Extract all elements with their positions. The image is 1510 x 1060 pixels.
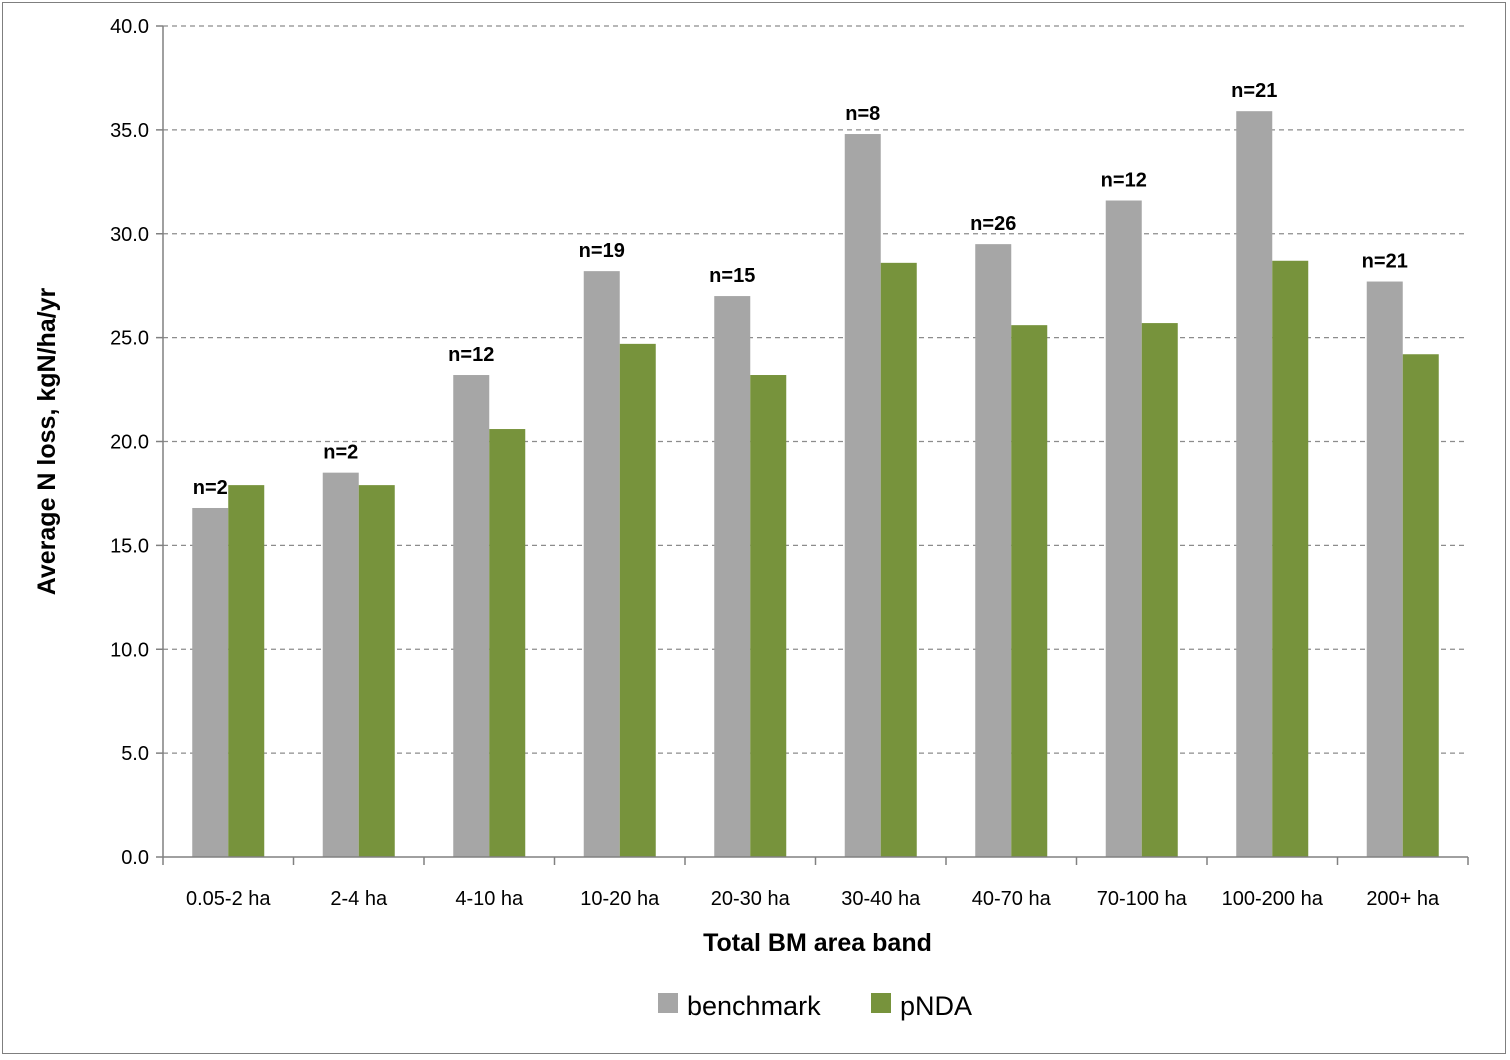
bar-pNDA — [880, 262, 917, 858]
n-annotation: n=21 — [1362, 251, 1408, 273]
n-annotation: n=2 — [193, 477, 228, 499]
labels: 0.0 5.0 10.0 15.0 20.0 25.0 30.0 35.0 40.0 n=2 0.0… — [110, 16, 1440, 910]
bar-benchmark — [1366, 281, 1403, 858]
x-tick-label: 20-30 ha — [711, 888, 791, 910]
legend-swatch-benchmark — [658, 993, 678, 1013]
n-annotation: n=12 — [448, 344, 494, 366]
bar-benchmark — [583, 271, 620, 857]
bar-pNDA — [750, 375, 787, 857]
bars — [192, 111, 1439, 858]
x-tick-label: 4-10 ha — [455, 888, 524, 910]
legend: benchmark pNDA — [658, 991, 972, 1021]
bar-pNDA — [489, 429, 526, 857]
y-tick-label: 5.0 — [121, 743, 149, 765]
bar-benchmark — [322, 472, 359, 857]
n-annotation: n=2 — [323, 442, 358, 464]
y-tick-label: 30.0 — [110, 224, 149, 246]
x-axis-title: Total BM area band — [703, 929, 932, 957]
bar-benchmark — [453, 375, 490, 857]
y-tick-label: 40.0 — [110, 16, 149, 38]
x-tick-label: 200+ ha — [1366, 888, 1440, 910]
bar-pNDA — [1141, 323, 1178, 857]
bar-pNDA — [358, 485, 395, 857]
legend-swatch-pNDA — [871, 993, 891, 1013]
bar-benchmark — [844, 134, 881, 857]
y-tick-label: 35.0 — [110, 120, 149, 142]
n-annotation: n=15 — [709, 265, 755, 287]
legend-label-benchmark: benchmark — [687, 991, 821, 1021]
n-annotation: n=12 — [1101, 170, 1147, 192]
y-tick-label: 15.0 — [110, 535, 149, 557]
x-tick-label: 70-100 ha — [1097, 888, 1188, 910]
x-tick-label: 40-70 ha — [972, 888, 1052, 910]
n-annotation: n=8 — [845, 103, 880, 125]
y-axis-title: Average N loss, kgN/ha/yr — [33, 287, 61, 595]
n-annotation: n=21 — [1231, 80, 1277, 102]
bar-pNDA — [1402, 354, 1439, 857]
x-tick-label: 100-200 ha — [1222, 888, 1324, 910]
x-tick-label: 30-40 ha — [841, 888, 921, 910]
bar-chart: 0.0 5.0 10.0 15.0 20.0 25.0 30.0 35.0 40.0 n=2 0.0… — [33, 16, 1469, 1021]
bar-pNDA — [1011, 325, 1048, 857]
bar-benchmark — [192, 507, 229, 857]
bar-pNDA — [1272, 260, 1309, 857]
y-tick-label: 10.0 — [110, 639, 149, 661]
legend-label-pNDA: pNDA — [900, 991, 972, 1021]
bar-pNDA — [619, 343, 656, 857]
x-tick-label: 0.05-2 ha — [186, 888, 271, 910]
n-annotation: n=19 — [579, 240, 625, 262]
y-tick-label: 0.0 — [121, 847, 149, 869]
x-tick-label: 10-20 ha — [580, 888, 660, 910]
y-tick-label: 25.0 — [110, 328, 149, 350]
bar-benchmark — [1236, 111, 1273, 858]
axes — [156, 25, 1469, 865]
y-tick-label: 20.0 — [110, 432, 149, 454]
x-tick-label: 2-4 ha — [330, 888, 388, 910]
bar-benchmark — [975, 244, 1012, 857]
n-annotation: n=26 — [970, 213, 1016, 235]
bar-benchmark — [714, 296, 751, 857]
bar-benchmark — [1105, 200, 1142, 857]
bar-pNDA — [228, 485, 265, 857]
